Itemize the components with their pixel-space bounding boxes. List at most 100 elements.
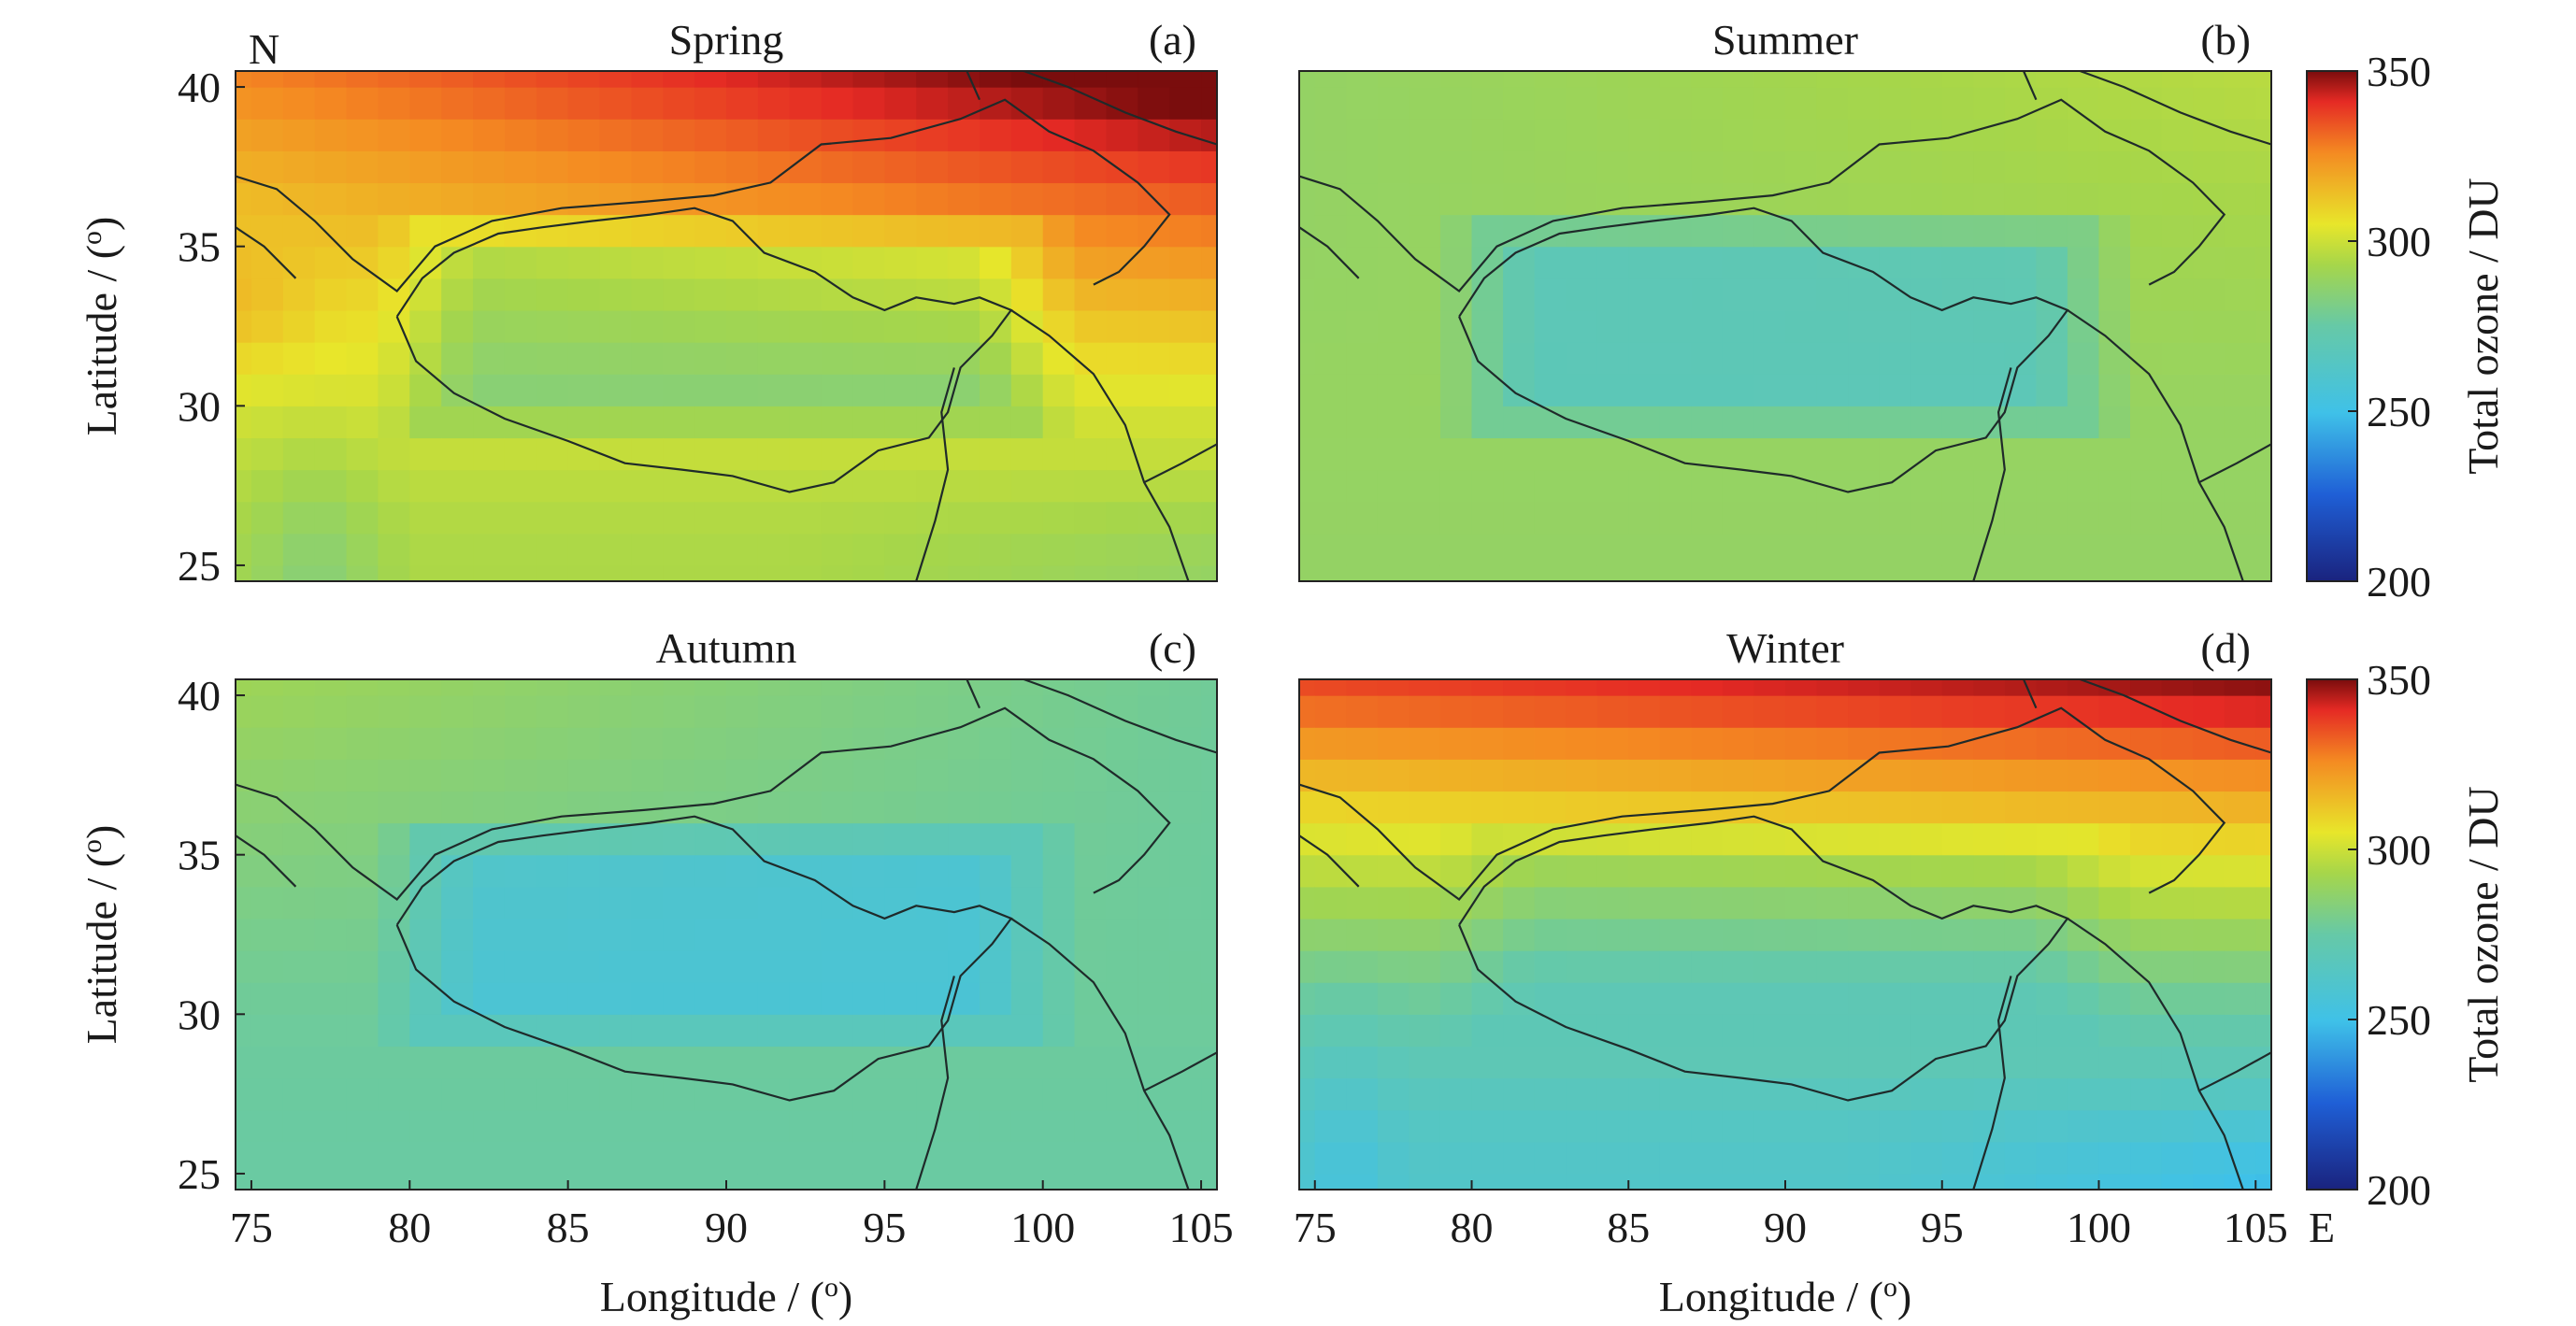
heatmap-cell	[1106, 1173, 1138, 1191]
heatmap-cell	[1973, 854, 2006, 888]
heatmap-cell	[1138, 374, 1170, 406]
heatmap-cell	[2193, 1141, 2225, 1175]
heatmap-cell	[631, 119, 664, 151]
heatmap-cell	[1138, 342, 1170, 375]
heatmap-cell	[2255, 695, 2272, 728]
heatmap-cell	[1471, 87, 1504, 120]
heatmap-cell	[346, 342, 379, 375]
heatmap-cell	[1785, 886, 1818, 920]
heatmap-cell	[1074, 182, 1108, 216]
heatmap-cell	[663, 759, 695, 792]
heatmap-cell	[1299, 469, 1316, 503]
heatmap-cell	[1138, 309, 1170, 343]
heatmap-cell	[1566, 950, 1598, 983]
heatmap-cell	[1722, 437, 1755, 471]
heatmap-cell	[378, 406, 410, 439]
heatmap-cell	[1973, 182, 2006, 216]
regional-border	[2080, 677, 2272, 754]
heatmap-cell	[1566, 182, 1598, 216]
heatmap-cell	[979, 759, 1012, 792]
heatmap-cell	[1534, 982, 1567, 1015]
heatmap-cell	[1659, 469, 1692, 503]
heatmap-cell	[1169, 695, 1202, 728]
heatmap-cell	[409, 437, 442, 471]
heatmap-cell	[409, 727, 442, 760]
heatmap-cell	[599, 87, 632, 120]
heatmap-cell	[1534, 918, 1567, 951]
heatmap-cell	[1346, 950, 1379, 983]
heatmap-cell	[2130, 182, 2163, 216]
heatmap-cell	[1042, 1077, 1076, 1111]
heatmap-cell	[409, 469, 442, 503]
heatmap-cell	[2161, 278, 2194, 311]
heatmap-cell	[663, 679, 695, 696]
heatmap-cell	[2193, 406, 2225, 439]
heatmap-cell	[1911, 1077, 1943, 1111]
heatmap-cell	[1201, 71, 1218, 88]
heatmap-cell	[948, 406, 980, 439]
heatmap-cell	[2036, 886, 2068, 920]
heatmap-cell	[884, 791, 917, 824]
heatmap-cell	[346, 214, 379, 248]
heatmap-cell	[1973, 918, 2006, 951]
heatmap-cell	[1503, 1141, 1536, 1175]
heatmap-cell	[1439, 1046, 1473, 1079]
heatmap-cell	[852, 1109, 885, 1143]
heatmap-cell	[1911, 501, 1943, 535]
heatmap-cell	[789, 501, 823, 535]
heatmap-cell	[1503, 1077, 1536, 1111]
heatmap-cell	[1042, 150, 1076, 184]
heatmap-cell	[1941, 501, 1974, 535]
heatmap-cell	[852, 564, 885, 582]
heatmap-cell	[1010, 695, 1044, 728]
heatmap-cell	[473, 759, 506, 792]
heatmap-cell	[236, 854, 252, 888]
heatmap-cell	[1010, 1109, 1044, 1143]
heatmap-cell	[346, 309, 379, 343]
heatmap-cell	[1409, 182, 1441, 216]
heatmap-cell	[979, 374, 1012, 406]
heatmap-cell	[726, 918, 759, 951]
heatmap-cell	[2067, 564, 2100, 582]
heatmap-cell	[250, 759, 284, 792]
heatmap-cell	[1106, 982, 1138, 1015]
heatmap-cell	[1816, 309, 1849, 343]
heatmap-cell	[1879, 406, 1911, 439]
heatmap-cell	[757, 1141, 791, 1175]
heatmap-cell	[789, 1173, 823, 1191]
heatmap-cell	[473, 71, 506, 88]
heatmap-cell	[1816, 791, 1849, 824]
heatmap-cell	[599, 1014, 632, 1048]
heatmap-cell	[536, 1173, 569, 1191]
heatmap-cell	[1010, 791, 1044, 824]
y-axis-label: Latitude / (o)	[77, 825, 126, 1045]
heatmap-cell	[2004, 437, 2037, 471]
heatmap-cell	[1941, 309, 1974, 343]
heatmap-cell	[1534, 374, 1567, 406]
heatmap-cell	[2036, 822, 2068, 856]
heatmap-cell	[473, 791, 506, 824]
heatmap-cell	[1816, 469, 1849, 503]
heatmap-cell	[789, 695, 823, 728]
heatmap-cell	[1753, 87, 1786, 120]
heatmap-cell	[282, 214, 316, 248]
heatmap-cell	[948, 374, 980, 406]
heatmap-cell	[1106, 886, 1138, 920]
heatmap-cell	[1848, 119, 1881, 151]
heatmap-cell	[2036, 727, 2068, 760]
heatmap-cell	[726, 406, 759, 439]
heatmap-cell	[409, 1046, 442, 1079]
heatmap-cell	[1941, 71, 1974, 88]
heatmap-cell	[1503, 278, 1536, 311]
heatmap-cell	[663, 1014, 695, 1048]
heatmap-cell	[441, 437, 474, 471]
heatmap-cell	[378, 695, 410, 728]
heatmap-cell	[1439, 1014, 1473, 1048]
heatmap-cell	[2004, 1173, 2037, 1191]
heatmap-cell	[1596, 564, 1629, 582]
heatmap-cell	[1785, 309, 1818, 343]
heatmap-cell	[599, 1109, 632, 1143]
heatmap-cell	[599, 406, 632, 439]
heatmap-cell	[1566, 87, 1598, 120]
heatmap-cell	[1691, 71, 1724, 88]
